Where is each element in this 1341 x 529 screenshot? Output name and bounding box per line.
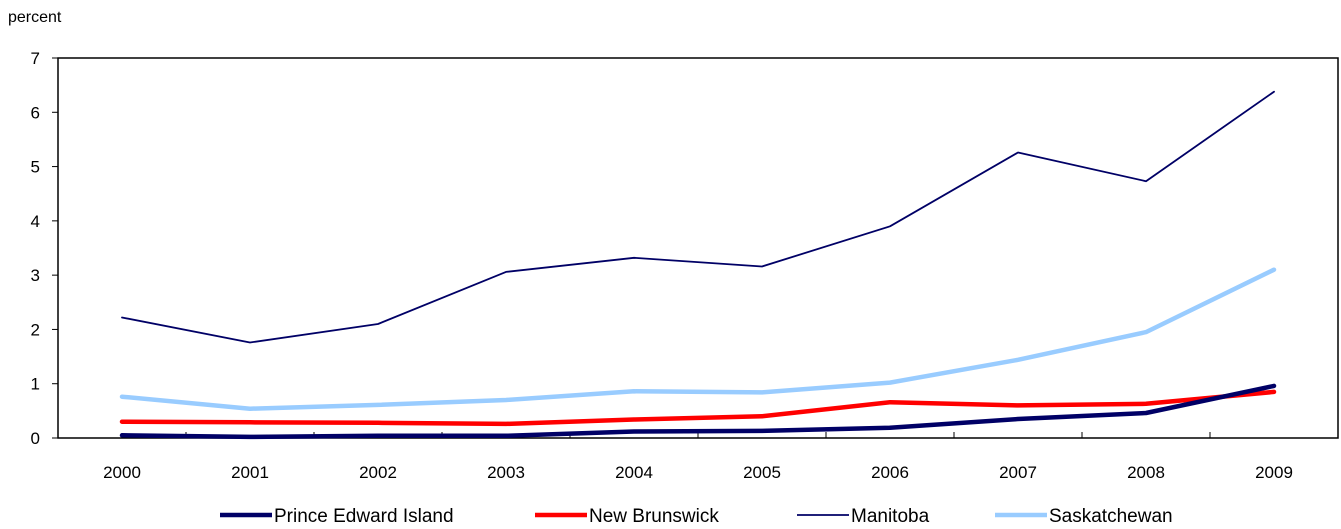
x-tick-label: 2007 xyxy=(999,463,1037,482)
x-tick-label: 2003 xyxy=(487,463,525,482)
y-axis: 0 1 2 3 4 5 6 7 xyxy=(31,49,58,448)
legend-label: Manitoba xyxy=(851,506,930,527)
series-line-saskatchewan xyxy=(119,267,1277,411)
series-line-prince-edward-island xyxy=(119,383,1277,440)
legend-label: New Brunswick xyxy=(589,506,719,527)
x-tick-label: 2000 xyxy=(103,463,141,482)
y-tick-label: 5 xyxy=(31,158,40,177)
y-tick-label: 2 xyxy=(31,320,40,339)
x-tick-label: 2002 xyxy=(359,463,397,482)
x-tick-label: 2009 xyxy=(1255,463,1293,482)
legend: Prince Edward Island New Brunswick Manitob… xyxy=(220,506,1173,527)
x-tick-label: 2004 xyxy=(615,463,653,482)
series-lines xyxy=(119,90,1277,440)
y-tick-label: 7 xyxy=(31,49,40,68)
x-tick-label: 2008 xyxy=(1127,463,1165,482)
legend-label: Saskatchewan xyxy=(1049,506,1173,527)
x-tick-label: 2006 xyxy=(871,463,909,482)
y-tick-label: 6 xyxy=(31,103,40,122)
legend-label: Prince Edward Island xyxy=(274,506,454,527)
x-axis: 2000 2001 2002 2003 2004 2005 2006 2007 2008 2009 xyxy=(103,432,1293,482)
series-line-manitoba xyxy=(121,90,1275,344)
plot-area-frame xyxy=(57,57,1339,439)
y-tick-label: 1 xyxy=(31,375,40,394)
x-tick-label: 2001 xyxy=(231,463,269,482)
y-tick-label: 4 xyxy=(31,212,40,231)
y-tick-label: 3 xyxy=(31,266,40,285)
y-tick-label: 0 xyxy=(31,429,40,448)
x-tick-label: 2005 xyxy=(743,463,781,482)
series-line-new-brunswick xyxy=(119,389,1277,427)
y-axis-title: percent xyxy=(8,9,62,26)
